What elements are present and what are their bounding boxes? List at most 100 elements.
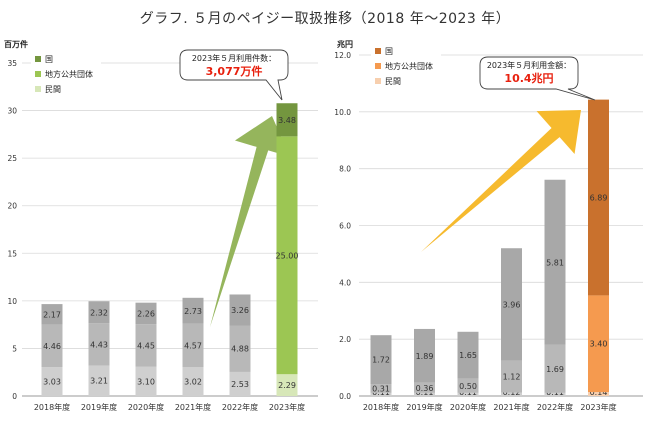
y-tick-label: 20 bbox=[7, 202, 17, 211]
y-tick-label: 25 bbox=[7, 154, 17, 163]
legend-swatch bbox=[375, 63, 381, 69]
data-label: 3.48 bbox=[278, 116, 296, 125]
y-tick-label: 6.0 bbox=[339, 222, 351, 231]
x-category-label: 2018年度 bbox=[34, 402, 70, 412]
bar-segment bbox=[88, 323, 110, 366]
legend-label: 国 bbox=[385, 47, 393, 56]
legend-label: 民間 bbox=[45, 85, 61, 94]
data-label: 3.10 bbox=[137, 377, 155, 386]
bar-segment bbox=[182, 297, 204, 324]
data-label: 4.45 bbox=[137, 341, 155, 350]
bar-segment bbox=[414, 392, 435, 396]
count-chart: 百万件 0 5 10 15 20 25 30 35 3.03 4.46 2.17 2018年度 3.21 4… bbox=[4, 39, 318, 412]
data-label: 4.88 bbox=[231, 345, 249, 354]
data-label: 4.43 bbox=[90, 340, 108, 349]
data-label: 2.73 bbox=[184, 307, 202, 316]
data-label: 1.72 bbox=[372, 356, 390, 365]
bar-segment bbox=[588, 392, 609, 396]
bar-segment bbox=[544, 344, 566, 393]
data-label: 5.81 bbox=[546, 258, 564, 267]
bar-segment bbox=[501, 248, 522, 361]
x-category-label: 2019年度 bbox=[81, 402, 117, 412]
data-label: 6.89 bbox=[590, 194, 608, 203]
bar-segment bbox=[588, 99, 609, 296]
callout-caption: 2023年５月利用金額： bbox=[487, 60, 571, 70]
legend-label: 民間 bbox=[385, 77, 401, 86]
data-label: 4.57 bbox=[184, 342, 202, 351]
bar-segment bbox=[41, 324, 63, 368]
y-tick-label: 30 bbox=[7, 107, 17, 116]
legend-swatch bbox=[35, 86, 41, 92]
growth-arrow bbox=[421, 110, 581, 252]
x-category-label: 2023年度 bbox=[269, 402, 305, 412]
bar-segment bbox=[135, 366, 157, 396]
data-label: 3.02 bbox=[184, 378, 202, 387]
x-category-label: 2022年度 bbox=[222, 402, 258, 412]
y-unit-label: 百万件 bbox=[4, 39, 28, 49]
y-tick-label: 5 bbox=[12, 344, 17, 353]
x-category-label: 2020年度 bbox=[450, 402, 486, 412]
legend-swatch bbox=[35, 56, 41, 62]
bar-segment bbox=[229, 325, 251, 372]
data-label: 0.36 bbox=[416, 384, 434, 393]
legend-swatch bbox=[35, 71, 41, 77]
callout-value: 3,077万件 bbox=[206, 64, 263, 78]
data-label: 3.40 bbox=[590, 340, 608, 349]
bar-segment bbox=[88, 301, 110, 324]
y-tick-label: 12.0 bbox=[334, 51, 351, 60]
data-label: 4.46 bbox=[43, 342, 61, 351]
data-label: 1.89 bbox=[416, 352, 434, 361]
data-label: 1.65 bbox=[459, 351, 477, 360]
y-tick-label: 0 bbox=[12, 392, 17, 401]
bar-segment bbox=[88, 365, 110, 396]
bar-segment bbox=[135, 324, 157, 367]
bar-segment bbox=[135, 302, 157, 325]
y-tick-label: 10.0 bbox=[334, 108, 351, 117]
data-label: 3.26 bbox=[231, 306, 249, 315]
bar-segment bbox=[229, 294, 251, 326]
bar-segment bbox=[501, 360, 522, 393]
y-unit-label: 兆円 bbox=[337, 39, 353, 49]
legend-swatch bbox=[375, 48, 381, 54]
x-category-label: 2020年度 bbox=[128, 402, 164, 412]
bar-segment bbox=[276, 374, 298, 396]
y-tick-label: 10 bbox=[7, 297, 17, 306]
legend-label: 地方公共団体 bbox=[385, 61, 433, 71]
figure-title: グラフ. ５月のペイジー取扱推移（2018 年～2023 年） bbox=[139, 11, 511, 27]
bar-segment bbox=[414, 328, 435, 383]
data-label: 1.69 bbox=[546, 365, 564, 374]
bar-segment bbox=[544, 179, 566, 345]
data-label: 2.53 bbox=[231, 380, 249, 389]
bar-segment bbox=[41, 304, 63, 325]
data-label: 3.21 bbox=[90, 377, 108, 386]
data-label: 2.32 bbox=[90, 308, 108, 317]
data-label: 2.29 bbox=[278, 381, 296, 390]
y-tick-label: 4.0 bbox=[339, 278, 351, 287]
y-tick-label: 0.0 bbox=[339, 392, 351, 401]
data-label: 25.00 bbox=[276, 251, 299, 260]
bar-segment bbox=[370, 384, 392, 393]
x-category-label: 2021年度 bbox=[175, 402, 211, 412]
data-label: 3.96 bbox=[503, 300, 521, 309]
y-tick-label: 15 bbox=[7, 249, 17, 258]
data-label: 3.03 bbox=[43, 378, 61, 387]
data-label: 0.50 bbox=[459, 382, 477, 391]
bar-segment bbox=[276, 136, 298, 375]
legend-swatch bbox=[375, 78, 381, 84]
bar-segment bbox=[501, 392, 522, 396]
callout-value: 10.4兆円 bbox=[504, 71, 553, 85]
y-tick-label: 2.0 bbox=[339, 335, 351, 344]
amount-chart: 兆円0.02.04.06.08.010.012.00.110.311.72201… bbox=[334, 39, 643, 412]
x-category-label: 2022年度 bbox=[537, 402, 573, 412]
x-category-label: 2021年度 bbox=[493, 402, 529, 412]
callout: 2023年５月利用金額：10.4兆円 bbox=[479, 56, 596, 101]
callout: 2023年５月利用件数：3,077万件 bbox=[179, 49, 289, 101]
callout-caption: 2023年５月利用件数： bbox=[192, 53, 276, 63]
y-tick-label: 8.0 bbox=[339, 165, 351, 174]
bar-segment bbox=[588, 295, 609, 393]
x-category-label: 2019年度 bbox=[406, 402, 442, 412]
legend-label: 国 bbox=[45, 55, 53, 64]
